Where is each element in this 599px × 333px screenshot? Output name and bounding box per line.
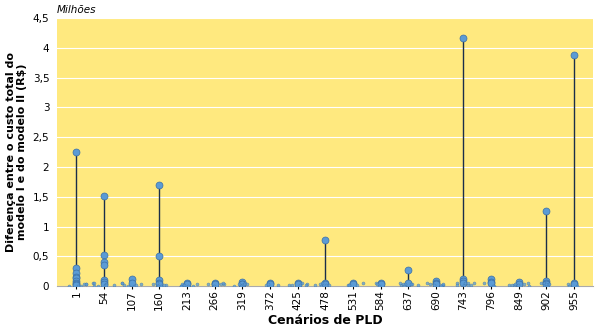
Y-axis label: Diferença entre o custo total do
modelo I e do modelo II (R$): Diferença entre o custo total do modelo …: [5, 52, 27, 252]
X-axis label: Cenários de PLD: Cenários de PLD: [268, 314, 383, 327]
Text: Milhões: Milhões: [57, 5, 96, 15]
